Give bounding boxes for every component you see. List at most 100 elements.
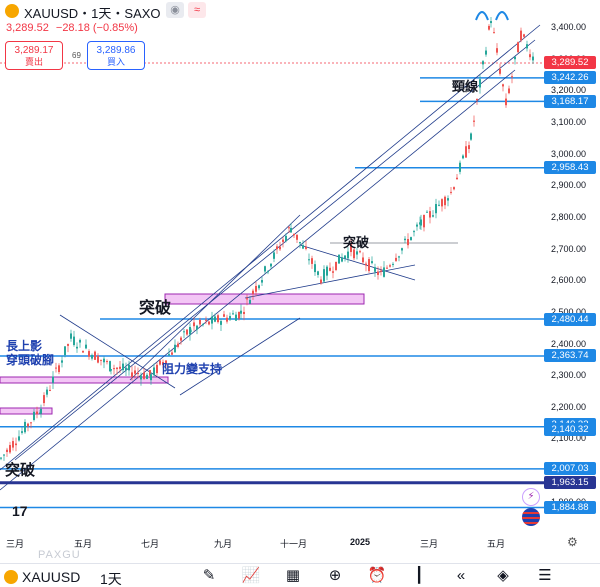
buy-button[interactable]: 3,289.86 買入	[87, 41, 145, 70]
price-tick-label: 3,400.00	[551, 22, 587, 32]
candle-body	[229, 316, 231, 320]
price-tag: 2,140.32	[544, 422, 596, 436]
candle-body	[511, 76, 513, 78]
candle-body	[479, 79, 481, 88]
candle-body	[398, 256, 400, 258]
candle-body	[374, 267, 376, 272]
candle-body	[199, 319, 201, 325]
price-change: −28.18 (−0.85%)	[55, 22, 138, 34]
candle-body	[193, 322, 195, 327]
layers-icon[interactable]: ◈	[497, 567, 509, 584]
candle-body	[174, 344, 176, 353]
price-tag: 2,007.03	[544, 462, 596, 476]
candle-body	[317, 271, 319, 275]
candle-body	[162, 362, 164, 366]
candle-body	[353, 249, 355, 259]
candle-body	[91, 354, 93, 359]
time-tick-label: 十一月	[280, 539, 308, 549]
candle-body	[85, 344, 87, 349]
candle-body	[146, 374, 148, 379]
candle-body	[15, 443, 17, 446]
indicators-icon[interactable]: 📈	[241, 567, 261, 584]
add-icon[interactable]: ⊕	[328, 567, 342, 584]
candle-body	[261, 280, 263, 283]
upper-shadow-label: 長上影	[6, 339, 43, 353]
candle-body	[526, 44, 528, 49]
price-tag: 1,963.15	[544, 476, 596, 490]
candle-body	[314, 264, 316, 273]
symbol-button[interactable]: XAUUSD	[22, 569, 81, 585]
candle-body	[332, 271, 334, 273]
candle-body	[6, 449, 8, 452]
candle-body	[320, 279, 322, 284]
candle-body	[308, 259, 310, 261]
price-tick-label: 3,000.00	[551, 148, 587, 159]
candle-body	[329, 267, 331, 271]
time-tick-label: 五月	[487, 539, 506, 549]
candle-body	[290, 227, 292, 233]
us-flag-icon[interactable]	[522, 508, 540, 526]
candle-body	[293, 233, 295, 236]
candle-body	[156, 364, 158, 374]
time-tick-label: 七月	[141, 539, 160, 549]
candle-body	[21, 431, 23, 433]
candle-body	[58, 365, 60, 373]
candle-body	[529, 54, 531, 58]
candle-body	[64, 346, 66, 356]
price-tag: 3,242.26	[544, 71, 596, 85]
axis-settings-icon[interactable]: ⚙	[567, 535, 578, 549]
price-tick-label: 2,500.00	[551, 306, 587, 317]
price-tick-label: 2,600.00	[551, 275, 587, 286]
candle-body	[326, 266, 328, 276]
templates-icon[interactable]: ▦	[285, 567, 301, 584]
candle-body	[356, 251, 358, 255]
candle-body	[362, 257, 364, 263]
replay-icon[interactable]: «	[456, 567, 466, 584]
candle-body	[338, 254, 340, 264]
candle-body	[211, 316, 213, 324]
candle-body	[273, 252, 275, 259]
last-price: 3,289.52	[6, 22, 49, 34]
wave-icon[interactable]: ≈	[188, 2, 206, 18]
candle-body	[246, 298, 248, 300]
candle-body	[73, 336, 75, 346]
candle-body	[383, 267, 385, 277]
chart-type-icon[interactable]: ┃	[414, 567, 424, 584]
time-tick-label: 五月	[74, 539, 93, 549]
candle-body	[12, 441, 14, 448]
candle-body	[258, 285, 260, 289]
candle-body	[27, 423, 29, 427]
trend-line	[179, 317, 301, 396]
candle-body	[270, 263, 272, 267]
candle-body	[377, 271, 379, 275]
sell-label: 賣出	[24, 57, 43, 67]
candle-body	[125, 367, 127, 371]
price-chart[interactable]	[0, 0, 600, 563]
candle-body	[33, 411, 35, 420]
settings-sliders-icon[interactable]: ☰	[538, 567, 552, 584]
eye-icon[interactable]: ◉	[166, 2, 184, 18]
price-tick-label: 2,100.00	[551, 433, 587, 444]
price-tag: 2,363.74	[544, 349, 596, 363]
pencil-icon[interactable]: ✎	[202, 567, 216, 584]
candle-body	[323, 269, 325, 282]
candle-body	[79, 339, 81, 343]
candle-body	[220, 321, 222, 325]
candle-body	[0, 457, 2, 459]
symbol-title[interactable]: XAUUSD・1天・SAXO	[24, 6, 161, 21]
alert-icon[interactable]: ⏰	[367, 567, 387, 584]
sell-button[interactable]: 3,289.17 賣出	[5, 41, 63, 70]
candle-body	[106, 361, 108, 363]
candle-body	[243, 311, 245, 315]
candle-body	[380, 270, 382, 272]
candle-body	[252, 290, 254, 294]
candle-body	[36, 411, 38, 415]
time-axis[interactable]: 三月 五月 七月 九月 十一月 2025 三月 五月	[0, 530, 600, 550]
candle-body	[131, 372, 133, 378]
candle-body	[88, 351, 90, 357]
candle-body	[520, 30, 522, 41]
bolt-icon[interactable]: ⚡	[522, 488, 540, 506]
candle-body	[404, 238, 406, 241]
candle-body	[456, 177, 458, 180]
interval-button[interactable]: 1天	[100, 571, 122, 587]
